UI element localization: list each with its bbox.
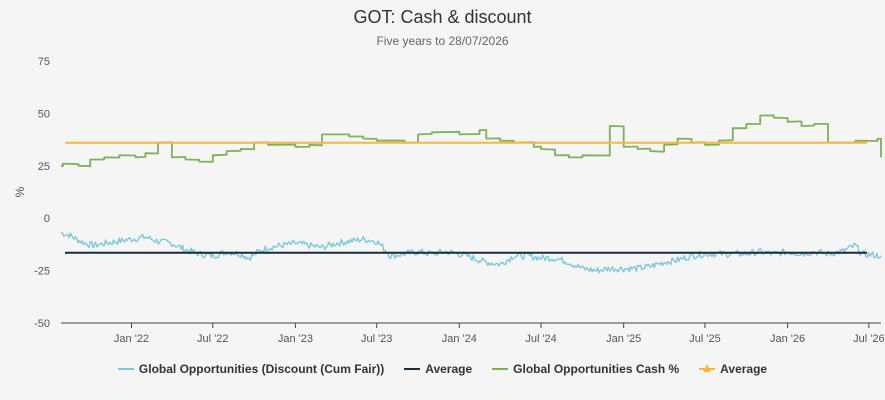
x-tick-label: Jul '24	[525, 333, 556, 345]
y-tick-label: -25	[34, 266, 50, 278]
legend-swatch-cash-average	[699, 364, 716, 372]
y-axis-label: %	[13, 186, 27, 197]
y-tick-label: 75	[38, 56, 50, 68]
chart-legend: Global Opportunities (Discount (Cum Fair…	[0, 362, 885, 376]
y-tick-label: 25	[38, 161, 50, 173]
y-tick-label: 0	[44, 213, 50, 225]
x-tick-label: Jul '26	[853, 333, 884, 345]
legend-item-discount-average[interactable]: Average	[404, 362, 472, 376]
legend-label-discount-average: Average	[425, 362, 473, 376]
legend-swatch-discount	[117, 368, 134, 370]
legend-swatch-cash	[492, 368, 509, 370]
x-tick-label: Jan '24	[442, 333, 477, 345]
legend-label-cash-average: Average	[720, 362, 768, 376]
y-tick-label: -50	[34, 318, 50, 330]
legend-label-discount: Global Opportunities (Discount (Cum Fair…	[138, 362, 385, 376]
x-tick-label: Jan '25	[606, 333, 641, 345]
series-line-2	[60, 114, 882, 168]
x-tick-label: Jan '22	[114, 333, 149, 345]
legend-swatch-discount-average	[404, 368, 421, 370]
legend-item-discount[interactable]: Global Opportunities (Discount (Cum Fair…	[117, 362, 385, 376]
y-tick-label: 50	[38, 108, 50, 120]
triangle-marker-icon	[703, 364, 712, 372]
x-tick-label: Jan '23	[278, 333, 313, 345]
legend-item-cash[interactable]: Global Opportunities Cash %	[492, 362, 679, 376]
x-tick-label: Jul '22	[197, 333, 228, 345]
x-tick-label: Jan '26	[770, 333, 805, 345]
x-tick-label: Jul '25	[689, 333, 720, 345]
chart-subtitle: Five years to 28/07/2026	[376, 34, 509, 48]
legend-item-cash-average[interactable]: Average	[699, 362, 767, 376]
x-tick-label: Jul '23	[361, 333, 392, 345]
chart-title: GOT: Cash & discount	[353, 7, 532, 27]
legend-label-cash: Global Opportunities Cash %	[513, 362, 680, 376]
